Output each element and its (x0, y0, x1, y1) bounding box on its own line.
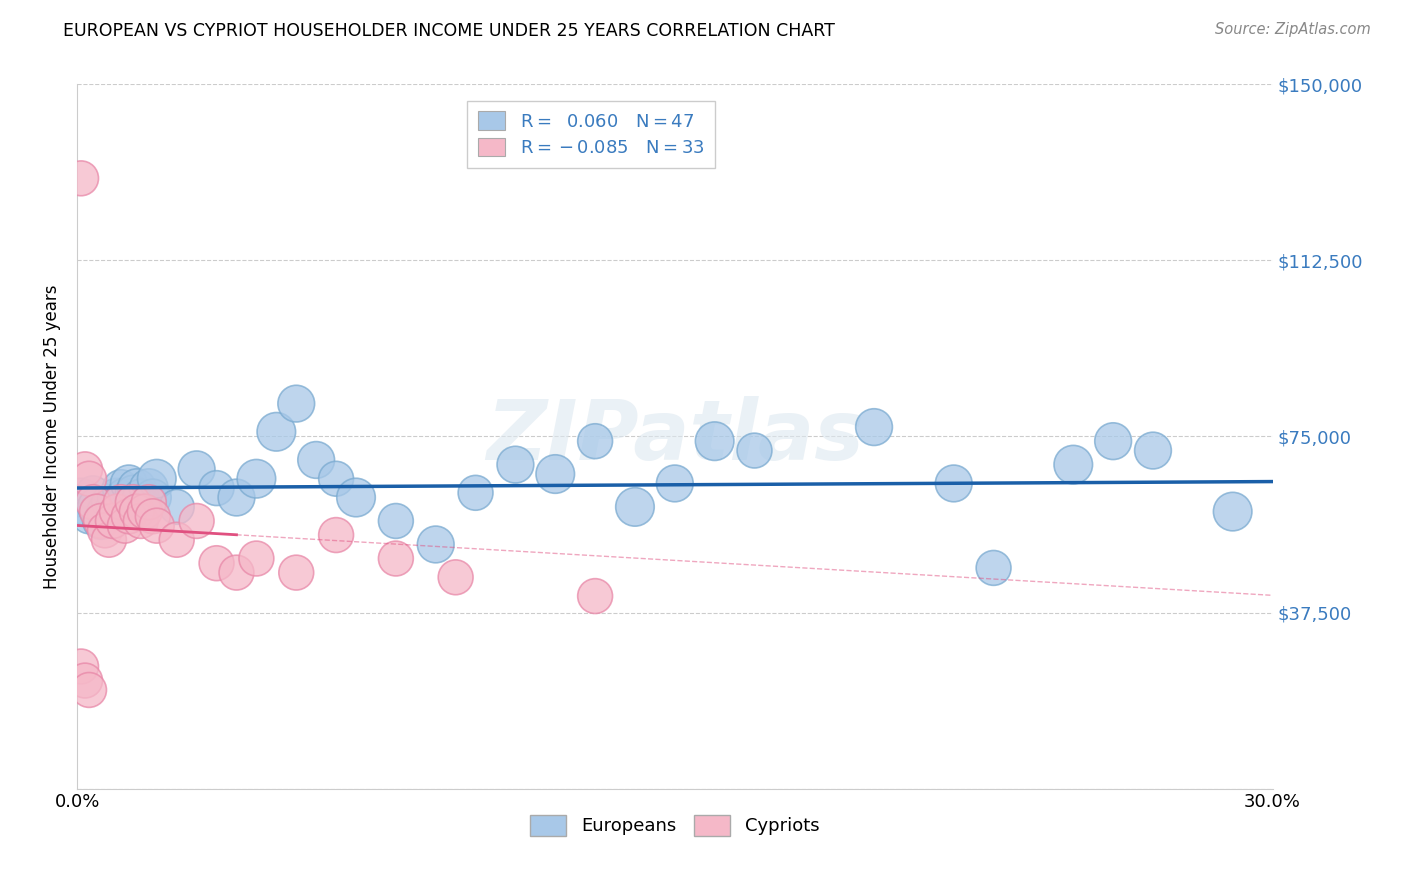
Point (125, 481, 148, 495)
Legend: Europeans, Cypriots: Europeans, Cypriots (523, 807, 827, 843)
Point (138, 481, 160, 495)
Point (285, 566, 308, 580)
Point (505, 458, 527, 472)
Point (134, 500, 156, 514)
Point (464, 485, 486, 500)
Point (544, 467, 567, 481)
Point (205, 556, 228, 570)
Point (101, 500, 124, 514)
Point (583, 434, 606, 449)
Point (125, 505, 148, 519)
Point (983, 561, 1005, 575)
Point (122, 495, 145, 509)
Point (146, 472, 169, 486)
Point (205, 481, 228, 495)
Point (118, 476, 141, 491)
Point (142, 491, 165, 505)
Point (703, 434, 725, 449)
Point (186, 514, 208, 528)
Point (1142, 443, 1164, 458)
Point (1062, 458, 1084, 472)
Point (98, 533, 121, 547)
Point (425, 537, 447, 551)
Point (186, 462, 208, 476)
Point (225, 566, 247, 580)
Point (344, 491, 367, 505)
Point (90, 514, 112, 528)
Point (624, 500, 647, 514)
Point (129, 514, 152, 528)
Text: EUROPEAN VS CYPRIOT HOUSEHOLDER INCOME UNDER 25 YEARS CORRELATION CHART: EUROPEAN VS CYPRIOT HOUSEHOLDER INCOME U… (63, 22, 835, 40)
Point (90, 514, 112, 528)
Point (86, 500, 108, 514)
Point (285, 396, 308, 410)
Point (114, 491, 136, 505)
Point (138, 495, 160, 509)
Point (166, 533, 188, 547)
Text: Source: ZipAtlas.com: Source: ZipAtlas.com (1215, 22, 1371, 37)
Point (77, 472, 100, 486)
Point (863, 420, 886, 434)
Point (744, 443, 766, 458)
Point (77, 509, 100, 524)
Point (77, 682, 100, 697)
Point (70, 659, 93, 673)
Point (70, 171, 93, 186)
Point (385, 514, 408, 528)
Point (105, 491, 128, 505)
Point (105, 505, 128, 519)
Point (664, 476, 686, 491)
Point (122, 485, 145, 500)
Point (110, 495, 132, 509)
Point (444, 570, 467, 584)
Point (1102, 434, 1125, 449)
Point (385, 551, 408, 566)
Point (86, 505, 108, 519)
Point (166, 500, 188, 514)
Point (225, 491, 247, 505)
Point (305, 453, 328, 467)
Point (73, 673, 96, 688)
Point (245, 551, 267, 566)
Point (942, 476, 965, 491)
Point (114, 518, 136, 533)
Point (70, 491, 93, 505)
Point (266, 425, 288, 439)
Point (583, 589, 606, 603)
Point (94, 505, 117, 519)
Point (129, 491, 152, 505)
Point (245, 472, 267, 486)
Point (82, 485, 104, 500)
Point (73, 500, 96, 514)
Point (98, 495, 121, 509)
Point (142, 509, 165, 524)
Point (134, 505, 156, 519)
Point (101, 514, 124, 528)
Point (110, 481, 132, 495)
Y-axis label: Householder Income Under 25 years: Householder Income Under 25 years (44, 285, 60, 589)
Point (146, 518, 169, 533)
Point (82, 495, 104, 509)
Point (73, 462, 96, 476)
Text: ZIPatlas: ZIPatlas (486, 396, 863, 477)
Point (325, 528, 347, 542)
Point (94, 524, 117, 538)
Point (1222, 505, 1244, 519)
Point (325, 472, 347, 486)
Point (118, 509, 141, 524)
